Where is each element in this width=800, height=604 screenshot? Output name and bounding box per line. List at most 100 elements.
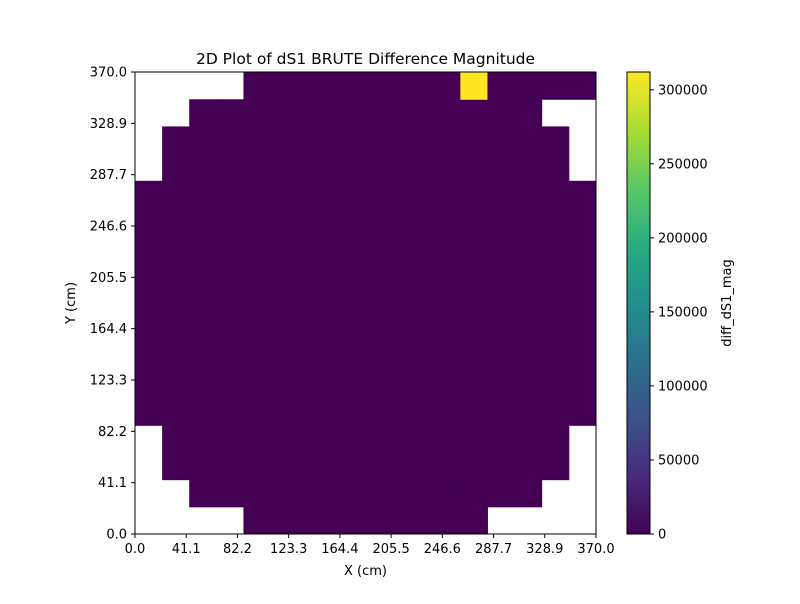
heatmap-cell [433,452,461,481]
heatmap-cell [135,180,163,209]
heatmap-cell [514,316,543,345]
heatmap-cell [351,180,380,209]
heatmap-cell [162,262,190,290]
heatmap-cell [379,207,407,236]
x-tick-label: 246.6 [424,542,461,557]
heatmap-cell [541,343,570,372]
y-axis-label: Y (cm) [64,282,79,325]
y-tick-label: 328.9 [90,117,127,132]
heatmap-cell [514,262,543,290]
heatmap-cell [351,506,380,535]
heatmap-cell [514,289,543,318]
heatmap-cell [433,398,461,426]
heatmap-cell [162,425,190,453]
heatmap-cell [406,506,434,535]
heatmap-cell [351,262,380,290]
heatmap-cell [324,153,353,182]
heatmap-cell [487,452,516,481]
heatmap-cell [514,180,543,209]
heatmap-cell [270,99,299,127]
x-tick-label: 0.0 [125,542,146,557]
heatmap-cell [460,235,488,263]
heatmap-cell [216,316,244,345]
heatmap-cell [487,262,516,290]
heatmap-cell [243,452,272,481]
colorbar-tick-label: 200000 [658,231,708,246]
heatmap-cell [433,289,461,318]
chart-title: 2D Plot of dS1 BRUTE Difference Magnitud… [196,50,535,68]
heatmap-cell [568,180,597,209]
heatmap-cell [216,452,244,481]
heatmap-cell [297,72,326,100]
heatmap-cell [379,343,407,372]
x-tick-label: 41.1 [172,542,201,557]
heatmap-cell [379,262,407,290]
heatmap-cell [297,235,326,263]
y-axis: 0.0 41.1 82.2 123.3 164.4 205.5 246.6 287.7 328.… [90,66,135,543]
heatmap-cell [568,72,597,100]
heatmap-cell-hot [460,72,488,100]
heatmap-cell [162,398,190,426]
heatmap-cell [379,452,407,481]
heatmap-cell [514,153,543,182]
heatmap-cell [270,72,299,100]
heatmap-cell [433,506,461,535]
heatmap-cell [216,99,244,127]
heatmap-cell [297,425,326,453]
heatmap-cell [487,180,516,209]
heatmap-cell [324,207,353,236]
heatmap-cell [487,370,516,399]
heatmap-cell [243,262,272,290]
heatmap-cell [189,180,217,209]
heatmap-cell [243,180,272,209]
heatmap-cell [406,235,434,263]
heatmap-cell [433,235,461,263]
heatmap-cell [243,289,272,318]
heatmap-cell [406,207,434,236]
heatmap-cell [324,370,353,399]
heatmap-cell [135,370,163,399]
heatmap-cell [541,289,570,318]
heatmap-cell [460,289,488,318]
heatmap-cell [406,452,434,481]
heatmap-cell [216,235,244,263]
heatmap-cell [568,398,597,426]
heatmap-cell [460,126,488,155]
heatmap-cell [433,479,461,508]
heatmap-cell [243,370,272,399]
heatmap-cell [297,126,326,155]
colorbar-label: diff_dS1_mag [720,259,735,346]
heatmap-cell [216,207,244,236]
heatmap-cell [324,126,353,155]
heatmap-cell [406,479,434,508]
colorbar-axis: 0 50000 100000 150000 200000 250000 300000 [650,83,708,543]
heatmap-cell [162,316,190,345]
heatmap-cell [135,343,163,372]
heatmap-cell [379,235,407,263]
y-tick-label: 164.4 [90,322,127,337]
heatmap-cell [297,316,326,345]
heatmap-cell [460,262,488,290]
y-tick-label: 287.7 [90,168,127,183]
heatmap-cell [379,506,407,535]
heatmap-cell [379,72,407,100]
heatmap-cell [135,207,163,236]
heatmap-cell [216,425,244,453]
heatmap-cell [162,370,190,399]
x-axis: 0.0 41.1 82.2 123.3 164.4 205.5 246.6 287.7 328.… [125,534,615,557]
heatmap-cell [514,479,543,508]
heatmap-cell [460,425,488,453]
heatmap-cell [270,398,299,426]
heatmap-cell [243,126,272,155]
heatmap-cell [487,425,516,453]
heatmap-cell [379,398,407,426]
heatmap-cell [514,235,543,263]
heatmap-cell [324,343,353,372]
heatmap-cell [351,425,380,453]
heatmap-cell [324,506,353,535]
heatmap-cell [351,452,380,481]
heatmap-cell [514,99,543,127]
heatmap-cell [568,289,597,318]
heatmap-cell [541,207,570,236]
